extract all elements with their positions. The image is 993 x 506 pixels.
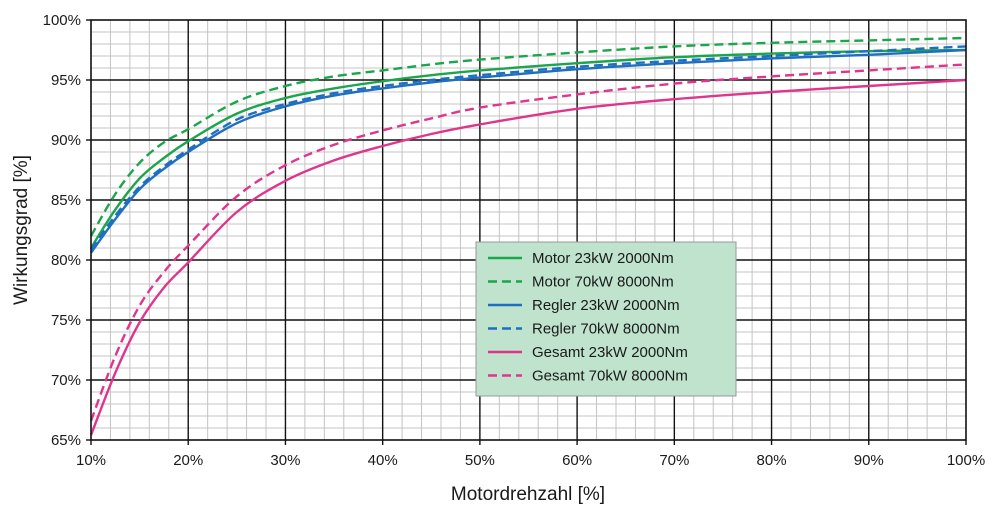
y-tick-label: 75% bbox=[51, 312, 81, 329]
series-line-4 bbox=[90, 45, 967, 250]
x-tick-label: 90% bbox=[854, 452, 884, 469]
x-axis-title: Motordrehzahl [%] bbox=[451, 484, 605, 505]
x-tick-label: 60% bbox=[562, 452, 592, 469]
y-axis-ticks: 65% 70% 75% 80% 85% 90% 95% 100% bbox=[43, 12, 91, 449]
x-tick-label: 100% bbox=[947, 452, 985, 469]
series-line-1 bbox=[89, 48, 967, 249]
y-axis-title: Wirkungsgrad [%] bbox=[11, 155, 32, 305]
x-tick-label: 70% bbox=[659, 452, 689, 469]
legend-label: Regler 70kW 8000Nm bbox=[532, 321, 680, 338]
legend-label: Gesamt 70kW 8000Nm bbox=[532, 368, 688, 385]
y-tick-label: 70% bbox=[51, 372, 81, 389]
series-line-6 bbox=[89, 63, 967, 422]
series-line-3 bbox=[90, 48, 967, 254]
series-line-2 bbox=[89, 36, 967, 237]
x-tick-label: 50% bbox=[465, 452, 495, 469]
plot-border bbox=[90, 19, 967, 441]
x-tick-label: 40% bbox=[368, 452, 398, 469]
legend-label: Gesamt 23kW 2000Nm bbox=[532, 344, 688, 361]
x-tick-label: 10% bbox=[76, 452, 106, 469]
series-lines bbox=[89, 36, 967, 436]
y-tick-label: 80% bbox=[51, 252, 81, 269]
x-axis-ticks: 10% 20% 30% 40% 50% 60% 70% 80% 90% 100% bbox=[76, 440, 985, 469]
y-tick-label: 100% bbox=[43, 12, 81, 29]
x-tick-label: 20% bbox=[173, 452, 203, 469]
legend: Motor 23kW 2000Nm Motor 70kW 8000Nm Regler… bbox=[475, 241, 737, 397]
y-tick-label: 95% bbox=[51, 72, 81, 89]
legend-label: Regler 23kW 2000Nm bbox=[532, 297, 680, 314]
y-tick-label: 85% bbox=[51, 192, 81, 209]
legend-box bbox=[475, 241, 737, 397]
y-tick-label: 90% bbox=[51, 132, 81, 149]
series-line-5 bbox=[89, 78, 967, 436]
legend-label: Motor 70kW 8000Nm bbox=[532, 274, 674, 291]
x-tick-label: 30% bbox=[270, 452, 300, 469]
y-tick-label: 65% bbox=[51, 432, 81, 449]
plot-frame bbox=[90, 19, 967, 441]
legend-label: Motor 23kW 2000Nm bbox=[532, 250, 674, 267]
x-tick-label: 80% bbox=[757, 452, 787, 469]
